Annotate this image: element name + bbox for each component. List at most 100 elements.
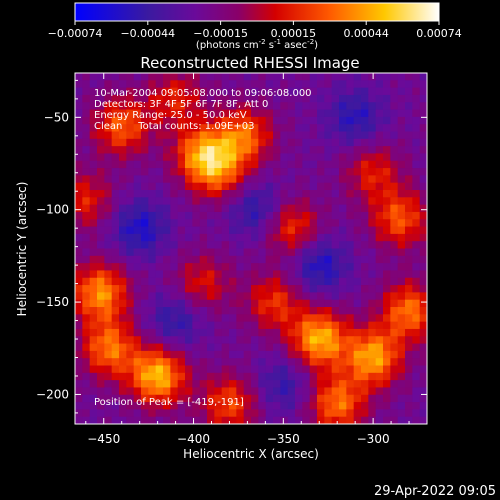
heatmap-cell bbox=[148, 277, 157, 286]
heatmap-cell bbox=[302, 94, 311, 103]
heatmap-cell bbox=[412, 299, 421, 308]
heatmap-cell bbox=[353, 190, 362, 198]
heatmap-cell bbox=[258, 299, 267, 308]
heatmap-cell bbox=[419, 394, 428, 403]
heatmap-cell bbox=[133, 402, 142, 410]
heatmap-cell bbox=[339, 80, 347, 89]
heatmap-cell bbox=[89, 336, 98, 344]
heatmap-cell bbox=[361, 248, 369, 257]
heatmap-cell bbox=[229, 409, 237, 418]
heatmap-cell bbox=[302, 160, 311, 169]
heatmap-cell bbox=[419, 138, 428, 147]
heatmap-cell bbox=[163, 131, 171, 140]
heatmap-cell bbox=[375, 263, 384, 271]
heatmap-cell bbox=[258, 109, 267, 118]
heatmap-cell bbox=[148, 358, 157, 366]
heatmap-cell bbox=[148, 292, 157, 301]
heatmap-cell bbox=[75, 197, 83, 206]
heatmap-cell bbox=[258, 387, 267, 396]
heatmap-cell bbox=[126, 87, 135, 96]
heatmap-cell bbox=[346, 372, 355, 381]
heatmap-cell bbox=[273, 358, 281, 366]
heatmap-cell bbox=[82, 124, 91, 132]
heatmap-cell bbox=[324, 182, 333, 191]
heatmap-cell bbox=[309, 211, 318, 220]
heatmap-cell bbox=[295, 73, 303, 81]
heatmap-cell bbox=[287, 233, 296, 242]
heatmap-cell bbox=[383, 321, 391, 330]
heatmap-cell bbox=[258, 307, 267, 315]
heatmap-cell bbox=[302, 402, 311, 410]
heatmap-cell bbox=[251, 270, 259, 279]
heatmap-cell bbox=[133, 109, 142, 118]
heatmap-cell bbox=[141, 372, 149, 381]
heatmap-cell bbox=[75, 255, 83, 264]
heatmap-cell bbox=[192, 87, 201, 96]
heatmap-cell bbox=[163, 292, 171, 301]
heatmap-cell bbox=[199, 336, 208, 344]
heatmap-cell bbox=[251, 358, 259, 366]
heatmap-cell bbox=[331, 233, 340, 242]
heatmap-cell bbox=[170, 175, 179, 184]
heatmap-cell bbox=[346, 204, 355, 213]
heatmap-cell bbox=[89, 299, 98, 308]
heatmap-cell bbox=[155, 204, 164, 213]
heatmap-cell bbox=[148, 233, 157, 242]
heatmap-cell bbox=[104, 182, 113, 191]
heatmap-cell bbox=[192, 73, 201, 81]
heatmap-cell bbox=[390, 204, 399, 213]
heatmap-cell bbox=[214, 204, 223, 213]
heatmap-cell bbox=[287, 307, 296, 315]
heatmap-cell bbox=[163, 248, 171, 257]
heatmap-cell bbox=[375, 182, 384, 191]
heatmap-cell bbox=[214, 160, 223, 169]
heatmap-cell bbox=[177, 416, 186, 425]
heatmap-cell bbox=[75, 241, 83, 249]
heatmap-cell bbox=[199, 350, 208, 359]
heatmap-cell bbox=[97, 73, 105, 81]
heatmap-cell bbox=[258, 372, 267, 381]
heatmap-cell bbox=[390, 94, 399, 103]
heatmap-cell bbox=[324, 233, 333, 242]
heatmap-cell bbox=[353, 94, 362, 103]
heatmap-cell bbox=[331, 380, 340, 388]
heatmap-cell bbox=[258, 402, 267, 410]
heatmap-cell bbox=[390, 160, 399, 169]
heatmap-cell bbox=[243, 343, 252, 352]
heatmap-cell bbox=[331, 263, 340, 271]
heatmap-cell bbox=[75, 153, 83, 162]
heatmap-cell bbox=[163, 138, 171, 147]
heatmap-cell bbox=[353, 285, 362, 293]
heatmap-cell bbox=[412, 226, 421, 235]
heatmap-cell bbox=[82, 131, 91, 140]
heatmap-cell bbox=[419, 270, 428, 279]
info-time-range: 10-Mar-2004 09:05:08.000 to 09:06:08.000 bbox=[94, 88, 312, 99]
heatmap-cell bbox=[412, 160, 421, 169]
heatmap-cell bbox=[214, 219, 223, 227]
heatmap-cell bbox=[89, 190, 98, 198]
heatmap-cell bbox=[339, 241, 347, 249]
heatmap-cell bbox=[192, 102, 201, 110]
heatmap-cell bbox=[251, 307, 259, 315]
heatmap-cell bbox=[397, 190, 406, 198]
heatmap-cell bbox=[148, 124, 157, 132]
heatmap-cell bbox=[97, 255, 105, 264]
heatmap-cell bbox=[375, 416, 384, 425]
heatmap-cell bbox=[390, 116, 399, 125]
heatmap-cell bbox=[141, 160, 149, 169]
heatmap-cell bbox=[280, 365, 289, 374]
heatmap-cell bbox=[82, 87, 91, 96]
heatmap-cell bbox=[397, 307, 406, 315]
heatmap-cell bbox=[207, 328, 215, 337]
heatmap-cell bbox=[390, 394, 399, 403]
heatmap-cell bbox=[199, 182, 208, 191]
heatmap-cell bbox=[163, 321, 171, 330]
heatmap-cell bbox=[192, 270, 201, 279]
heatmap-cell bbox=[141, 124, 149, 132]
heatmap-cell bbox=[126, 394, 135, 403]
heatmap-cell bbox=[412, 255, 421, 264]
heatmap-cell bbox=[405, 190, 413, 198]
heatmap-cell bbox=[170, 321, 179, 330]
heatmap-cell bbox=[148, 307, 157, 315]
heatmap-cell bbox=[170, 124, 179, 132]
